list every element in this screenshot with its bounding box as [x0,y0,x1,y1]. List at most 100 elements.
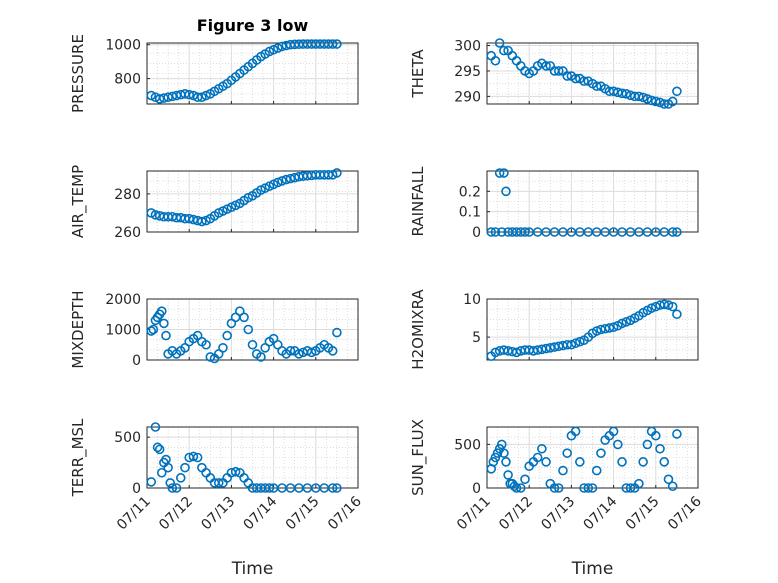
y-tick-label: 800 [114,72,141,88]
y-tick-label: 0.1 [459,205,481,221]
y-tick-label: 0 [132,353,141,369]
y-tick-label: 0 [472,225,481,241]
axes-box [486,298,699,361]
y-axis-label: RAINFALL [409,166,427,237]
data-point [494,168,505,178]
data-point [222,330,232,341]
data-point [650,96,661,107]
data-point [532,452,543,463]
data-point [642,94,653,104]
data-point [239,312,249,323]
y-tick-label: 260 [114,225,141,241]
data-point [621,89,632,99]
axes-box [146,170,359,233]
data-point [264,483,275,493]
data-point [625,483,636,493]
y-tick-label: 500 [454,437,481,453]
y-tick-label: 0 [132,481,141,497]
data-point [494,38,505,48]
data-point [499,448,509,458]
data-point [672,309,682,320]
data-point [163,462,173,473]
data-point [146,477,157,487]
data-point [667,481,678,492]
data-point [591,326,602,336]
data-point [537,443,547,454]
data-point [566,339,577,350]
subplot-mixdepth: 0 1000 2000 MIXDEPTH [69,290,359,369]
data-point [667,301,678,312]
data-point [156,306,167,317]
data-point [332,483,342,493]
data-point [570,338,581,349]
data-point [501,186,511,197]
y-axis-label: THETA [409,49,427,99]
data-point [655,443,665,454]
data-point [243,324,254,335]
data-point [180,462,190,473]
data-point [621,317,632,327]
data-point [575,457,585,467]
data-series [146,306,342,364]
data-point [663,474,674,485]
data-point [188,451,199,462]
data-series [486,426,682,493]
chart-title: Figure 3 low [197,16,309,35]
data-point [511,347,522,358]
data-point [613,439,623,450]
data-point [175,473,186,483]
data-point [587,483,598,493]
data-point [218,342,228,353]
y-tick-label: 500 [114,430,141,446]
data-point [617,318,627,329]
data-point [150,210,161,220]
data-point [499,168,509,178]
data-point [646,95,657,106]
data-point [562,71,572,81]
y-axis-label: AIR_TEMP [69,165,88,238]
data-point [201,90,211,101]
data-point [332,39,342,49]
y-axis-label: MIXDEPTH [69,290,87,368]
y-tick-label: 0.2 [459,184,481,200]
data-point [591,81,602,92]
y-tick-label: 290 [454,89,481,105]
minor-grid [146,426,359,489]
data-point [154,444,165,455]
data-series [486,168,682,237]
data-point [663,300,674,310]
minor-grid [486,426,699,489]
data-point [332,168,342,178]
data-point [285,346,296,356]
data-point [617,88,627,99]
data-point [608,322,619,333]
data-point [161,330,171,341]
data-point [281,174,292,185]
data-point [247,339,258,350]
x-axis-label: Time [231,559,274,579]
data-point [150,422,161,432]
data-point [327,483,338,493]
data-point [192,452,203,463]
data-point [596,448,606,458]
y-axis-label: SUN_FLUX [409,419,428,496]
y-tick-label: 280 [114,187,141,203]
data-point [490,347,501,358]
minor-grid [486,42,699,105]
data-point [562,448,572,458]
data-point [570,73,581,84]
data-point [273,43,283,53]
data-point [558,465,568,476]
data-point [152,442,163,453]
y-axis-label: TERR_MSL [69,418,88,497]
data-point [608,86,619,97]
minor-grid [486,170,699,233]
data-point [659,457,670,467]
data-point [604,323,615,333]
data-point [496,227,507,237]
data-point [490,55,501,66]
axes-box [486,42,699,105]
data-point [646,303,657,313]
y-tick-label: 1000 [105,38,141,54]
